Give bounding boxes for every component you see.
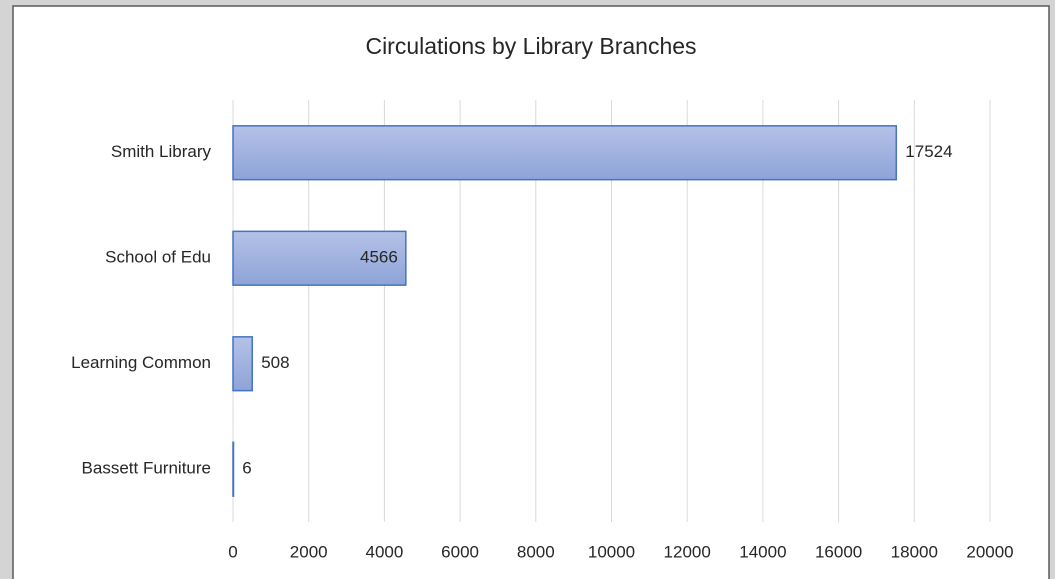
- x-tick-label: 20000: [966, 542, 1013, 561]
- chart-frame: [12, 5, 1050, 579]
- x-tick-label: 10000: [588, 542, 635, 561]
- bar: [232, 230, 407, 286]
- data-label: 508: [261, 353, 289, 372]
- y-tick-label: Learning Common: [71, 353, 211, 372]
- data-label: 6: [242, 459, 251, 478]
- bar: [232, 125, 898, 181]
- chart-title: Circulations by Library Branches: [365, 33, 696, 59]
- x-tick-label: 4000: [365, 542, 403, 561]
- x-tick-label: 14000: [739, 542, 786, 561]
- y-tick-label: Smith Library: [111, 142, 212, 161]
- x-tick-label: 12000: [664, 542, 711, 561]
- y-tick-label: Bassett Furniture: [82, 459, 211, 478]
- x-tick-label: 18000: [891, 542, 938, 561]
- y-tick-label: School of Edu: [105, 248, 211, 267]
- x-tick-label: 8000: [517, 542, 555, 561]
- x-tick-label: 0: [228, 542, 237, 561]
- x-tick-label: 2000: [290, 542, 328, 561]
- data-label: 17524: [905, 142, 952, 161]
- data-label: 4566: [360, 248, 398, 267]
- bar: [232, 441, 235, 497]
- x-tick-label: 6000: [441, 542, 479, 561]
- x-tick-label: 16000: [815, 542, 862, 561]
- bar: [232, 336, 253, 392]
